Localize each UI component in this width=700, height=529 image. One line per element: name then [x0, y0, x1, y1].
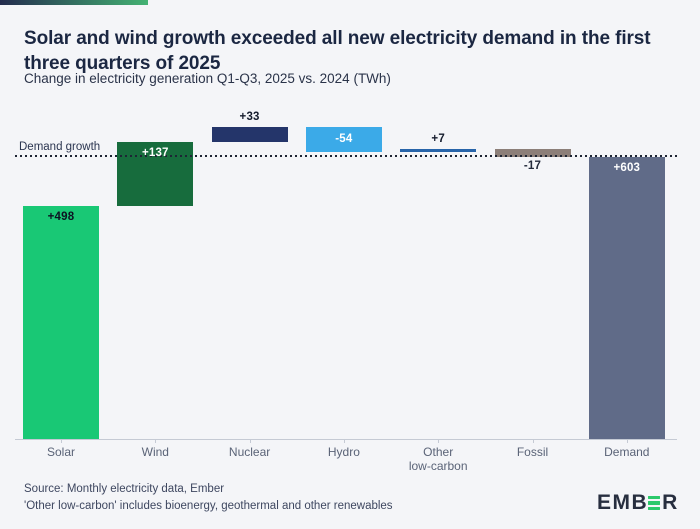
bar-wind — [117, 142, 194, 207]
ember-logo-text-right: R — [662, 491, 679, 514]
axis-label-nuclear: Nuclear — [228, 445, 271, 459]
page-title: Solar and wind growth exceeded all new e… — [24, 27, 651, 74]
axis-tick-solar — [61, 439, 62, 443]
chart-subtitle: Change in electricity generation Q1-Q3, … — [24, 71, 391, 86]
ember-logo-green-e-icon — [648, 495, 661, 511]
axis-label-hydro: Hydro — [327, 445, 360, 459]
ember-logo: EMB R — [597, 491, 679, 514]
x-axis-line — [15, 439, 677, 440]
axis-tick-fossil — [532, 439, 534, 443]
axis-label-solar: Solar — [46, 445, 75, 459]
value-label-demand: +603 — [613, 162, 641, 175]
axis-tick-wind — [155, 439, 157, 443]
axis-tick-nuclear — [249, 439, 251, 443]
axis-label-demand: Demand — [604, 445, 650, 459]
bar-other-low-carbon — [400, 148, 477, 153]
axis-label-other-low-carbon: Other low-carbon — [408, 445, 468, 473]
source-text: Source: Monthly electricity data, Ember — [24, 483, 225, 495]
value-label-other-low-carbon: +7 — [431, 132, 445, 145]
value-label-solar: +498 — [47, 211, 75, 224]
value-label-nuclear: +33 — [239, 111, 260, 124]
demand-growth-label: Demand growth — [19, 141, 101, 154]
bar-solar — [23, 206, 99, 439]
bar-hydro — [305, 127, 382, 153]
value-label-hydro: -54 — [335, 132, 353, 145]
demand-growth-reference-line — [15, 155, 677, 158]
accent-gradient-bar — [0, 0, 148, 5]
footnote-text: 'Other low-carbon' includes bioenergy, g… — [24, 500, 393, 512]
axis-label-fossil: Fossil — [516, 445, 549, 459]
value-label-fossil: -17 — [523, 159, 542, 172]
bar-nuclear — [211, 127, 288, 143]
bar-demand — [588, 157, 665, 439]
axis-tick-demand — [626, 439, 628, 443]
axis-label-wind: Wind — [141, 445, 169, 459]
axis-tick-other-low-carbon — [438, 439, 440, 443]
value-label-wind: +137 — [141, 147, 169, 160]
bar-fossil — [494, 148, 571, 157]
axis-tick-hydro — [343, 439, 345, 443]
ember-logo-text-left: EMB — [597, 491, 649, 514]
